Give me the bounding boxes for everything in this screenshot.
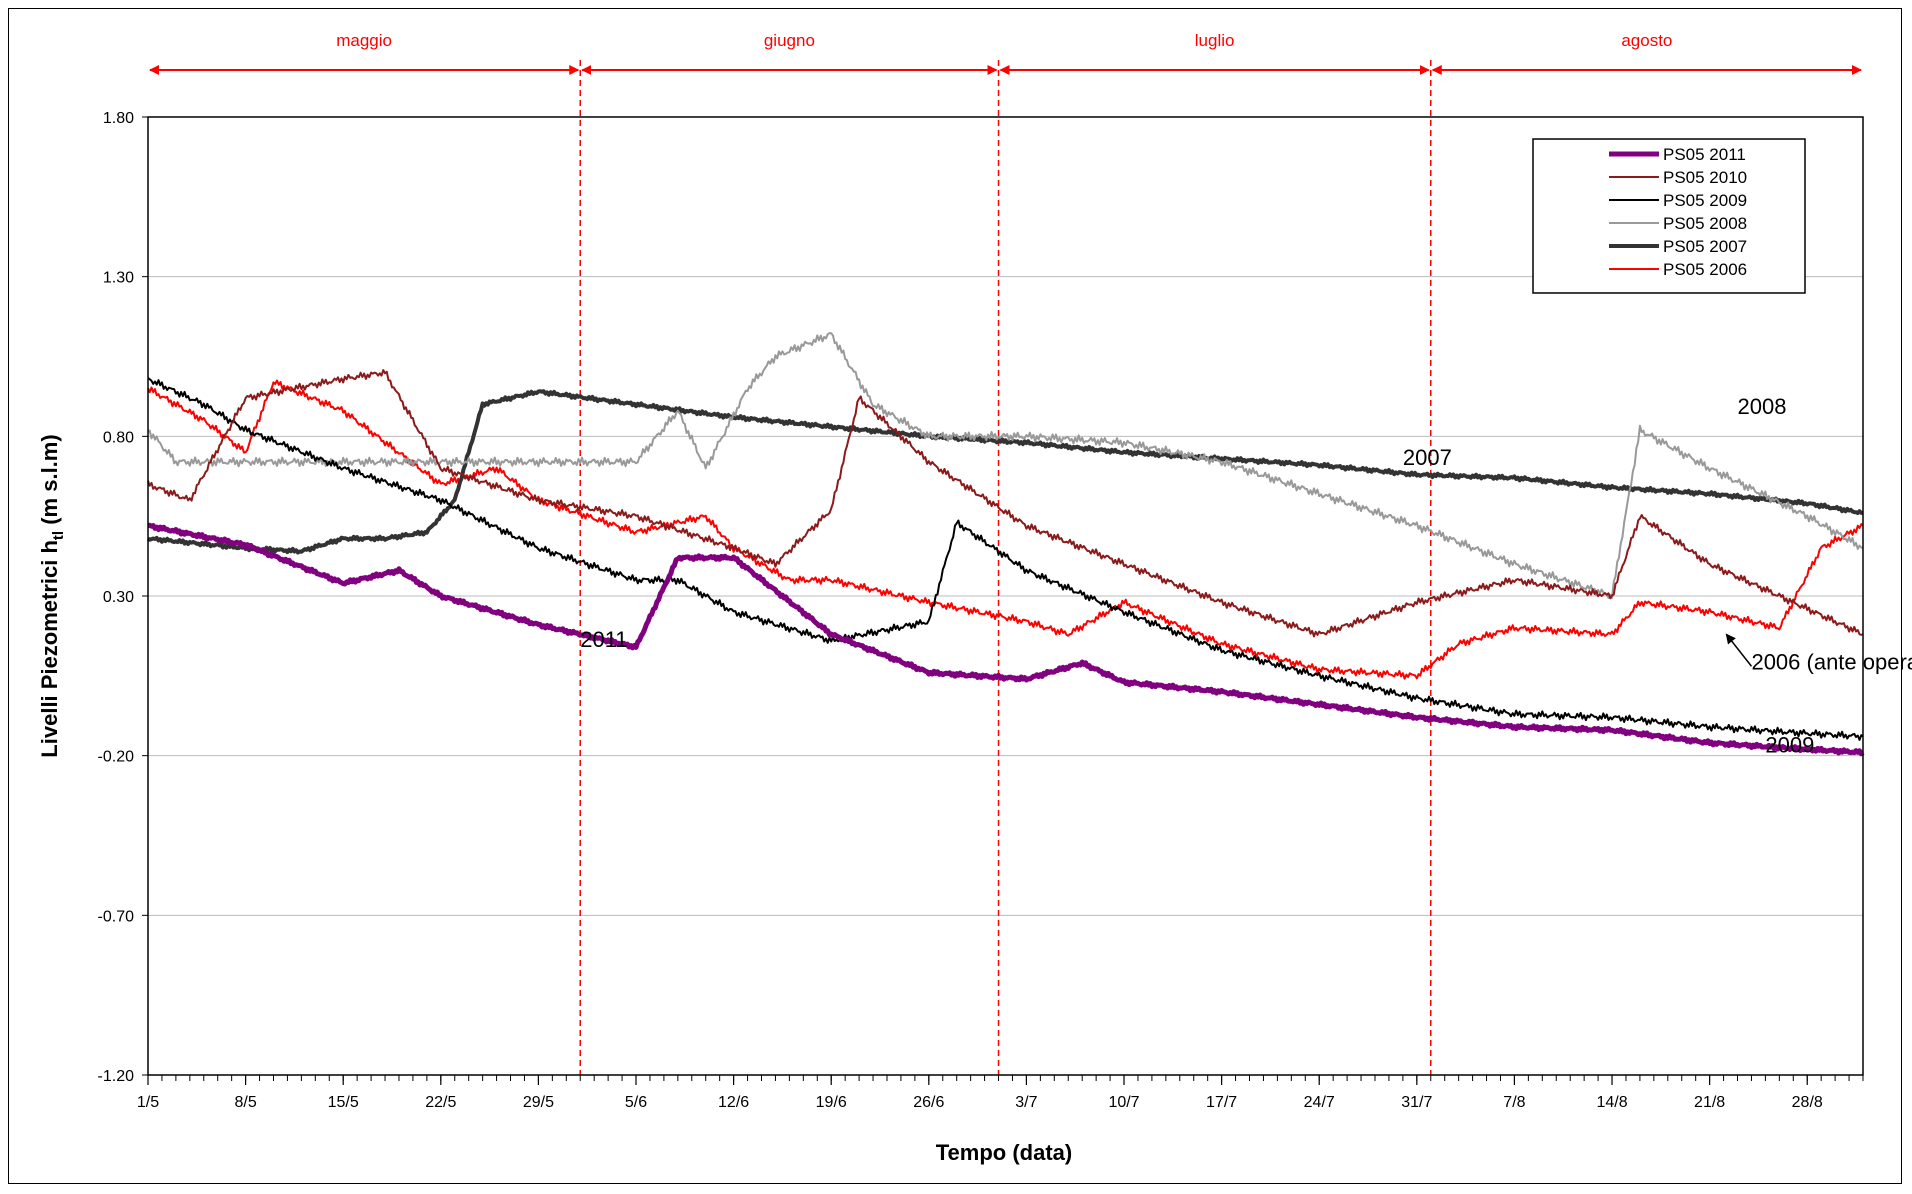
- series-line: [147, 377, 1864, 741]
- x-tick-label: 8/5: [234, 1094, 256, 1111]
- x-tick-label: 29/5: [523, 1094, 554, 1111]
- annotation-label: 2008: [1738, 394, 1787, 419]
- x-tick-label: 28/8: [1792, 1094, 1823, 1111]
- y-tick-label: 0.30: [103, 589, 134, 606]
- y-axis-label-sub: tl: [50, 531, 67, 540]
- x-tick-label: 12/6: [718, 1094, 749, 1111]
- month-bands: maggio giugno luglio agosto: [149, 31, 1862, 1075]
- legend-label: PS05 2006: [1663, 260, 1747, 279]
- series-line: [147, 522, 1865, 757]
- x-tick-label: 3/7: [1015, 1094, 1037, 1111]
- y-tick-label: 1.30: [103, 270, 134, 287]
- chart-frame: [8, 8, 1902, 1184]
- y-tick-label: 0.80: [103, 429, 134, 446]
- x-tick-label: 5/6: [625, 1094, 647, 1111]
- annotation-label: 2009: [1765, 732, 1814, 757]
- x-tick-label: 22/5: [425, 1094, 456, 1111]
- legend-label: PS05 2007: [1663, 237, 1747, 256]
- series-line: [147, 332, 1864, 599]
- y-tick-label: 1.80: [103, 110, 134, 127]
- legend-label: PS05 2009: [1663, 191, 1747, 210]
- series-line: [147, 369, 1864, 638]
- x-tick-label: 1/5: [137, 1094, 159, 1111]
- x-tick-label: 26/6: [913, 1094, 944, 1111]
- legend-label: PS05 2011: [1663, 145, 1746, 164]
- legend-label: PS05 2008: [1663, 214, 1747, 233]
- legend: PS05 2011 PS05 2010 PS05 2009 PS05 2008 PS05…: [1532, 138, 1806, 294]
- month-label: giugno: [764, 31, 815, 50]
- x-tick-label: 7/8: [1503, 1094, 1525, 1111]
- y-tick-label: -0.20: [98, 749, 135, 766]
- month-label: agosto: [1621, 31, 1672, 50]
- x-tick-label: 14/8: [1596, 1094, 1627, 1111]
- annotation-label: 2011: [580, 627, 627, 652]
- annotations: 2011 2008 2007 2006 (ante operam) 2009: [580, 394, 1912, 757]
- month-label: luglio: [1195, 31, 1235, 50]
- annotation-label: 2006 (ante operam): [1751, 649, 1912, 674]
- y-tick-label: -1.20: [98, 1068, 135, 1085]
- y-axis-label-unit: (m s.l.m): [37, 434, 62, 531]
- y-tick-label: -0.70: [98, 908, 135, 925]
- series-line: [146, 389, 1864, 555]
- x-tick-label: 19/6: [816, 1094, 847, 1111]
- series-line: [147, 379, 1864, 680]
- x-tick-label: 21/8: [1694, 1094, 1725, 1111]
- x-tick-label: 10/7: [1108, 1094, 1139, 1111]
- annotation-label: 2007: [1403, 445, 1452, 470]
- x-tick-label: 15/5: [328, 1094, 359, 1111]
- legend-label: PS05 2010: [1663, 168, 1747, 187]
- month-label: maggio: [336, 31, 392, 50]
- x-tick-label: 31/7: [1401, 1094, 1432, 1111]
- series: [146, 332, 1865, 757]
- x-tick-label: 24/7: [1304, 1094, 1335, 1111]
- y-axis-label: Livelli Piezometrici htl (m s.l.m): [37, 434, 67, 757]
- x-tick-label: 17/7: [1206, 1094, 1237, 1111]
- x-axis-label: Tempo (data): [936, 1140, 1072, 1165]
- legend-box: [1532, 138, 1806, 294]
- grid: [148, 276, 1863, 916]
- ticks: 1.80 1.30 0.80 0.30 -0.20 -0.70 -1.201/5 8/5 15/…: [98, 110, 1864, 1111]
- annotation-arrow: [1725, 633, 1753, 667]
